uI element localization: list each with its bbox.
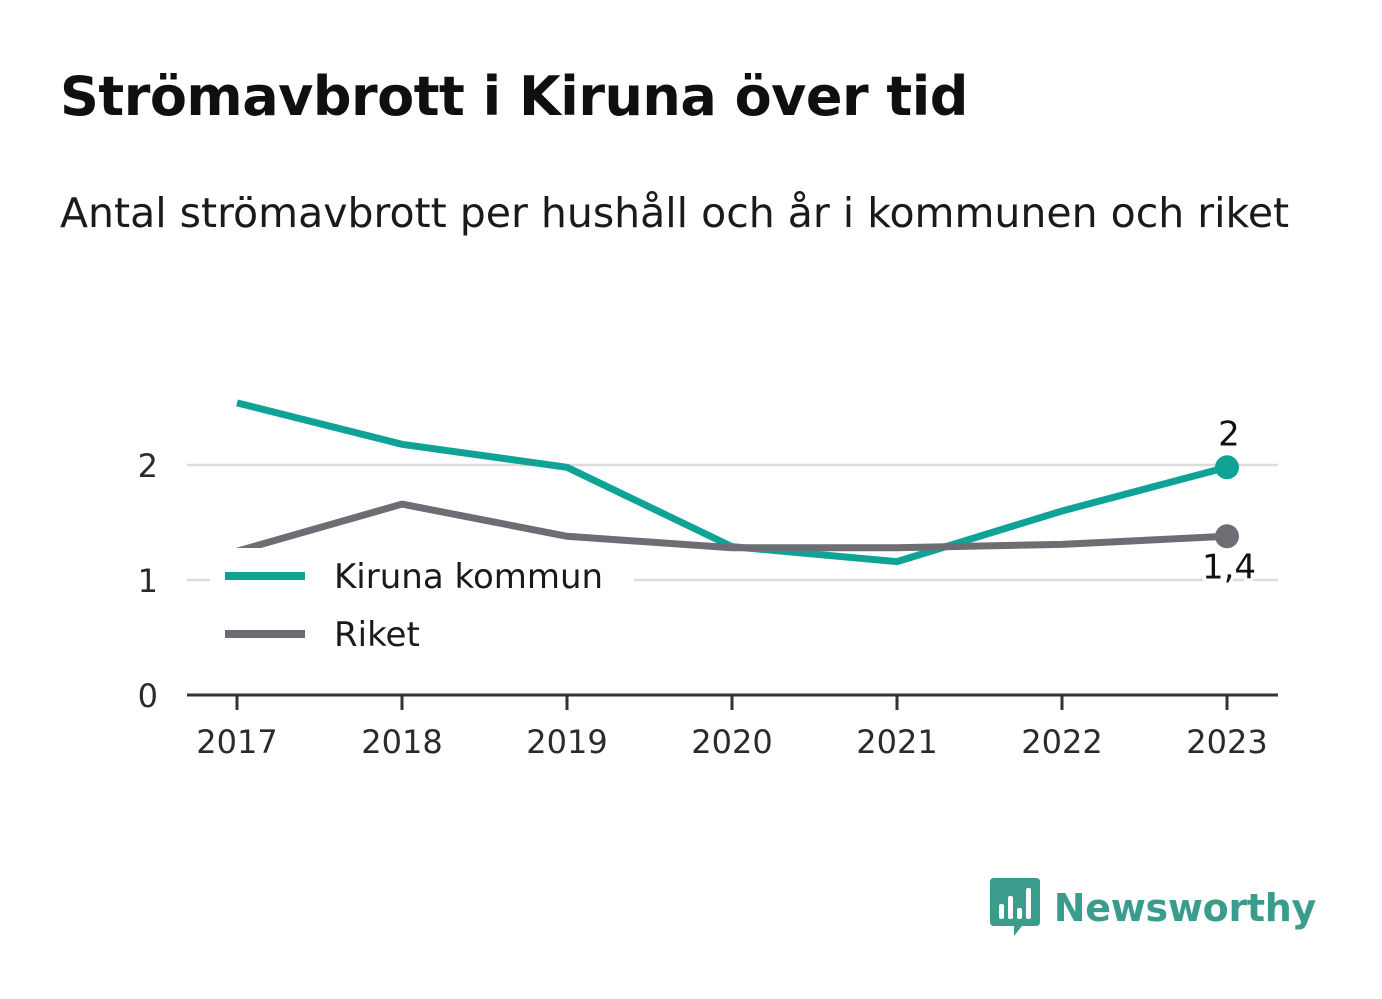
- brand-name: Newsworthy: [1053, 886, 1317, 930]
- x-tick-label-2021: 2021: [856, 723, 937, 761]
- end-markers: 21,4: [1199, 411, 1259, 590]
- y-tick-label-2: 2: [138, 447, 158, 485]
- y-tick-label-1: 1: [138, 562, 158, 600]
- legend-background: [210, 548, 634, 664]
- x-tick-label-2020: 2020: [691, 723, 772, 761]
- chart-subtitle: Antal strömavbrott per hushåll och år i …: [60, 189, 1290, 237]
- x-tick-label-2019: 2019: [526, 723, 607, 761]
- x-tick-label-2017: 2017: [196, 723, 277, 761]
- end-marker-riket: [1215, 524, 1239, 549]
- end-label-riket: 1,4: [1202, 547, 1256, 587]
- legend-label-kiruna-kommun: Kiruna kommun: [334, 557, 603, 597]
- series-line-kiruna-kommun: [236, 399, 1228, 566]
- chart-title: Strömavbrott i Kiruna över tid: [60, 65, 968, 128]
- legend-label-riket: Riket: [334, 615, 420, 655]
- series-line-riket: [236, 500, 1228, 555]
- legend: Kiruna kommun Riket: [210, 548, 634, 664]
- series-lines: [236, 399, 1228, 566]
- x-tick-label-2022: 2022: [1021, 723, 1102, 761]
- end-label-kiruna-kommun: 2: [1218, 414, 1240, 454]
- brand-logo[interactable]: Newsworthy: [989, 878, 1317, 938]
- y-axis-ticks: 0 1 2: [138, 447, 158, 715]
- y-tick-label-0: 0: [138, 677, 158, 715]
- x-tick-label-2018: 2018: [361, 723, 442, 761]
- x-tick-label-2023: 2023: [1186, 723, 1267, 761]
- x-axis: 2017 2018 2019 2020 2021 2022 2023: [187, 693, 1278, 761]
- newsworthy-logo-icon: [989, 878, 1040, 936]
- end-marker-kiruna-kommun: [1215, 455, 1239, 480]
